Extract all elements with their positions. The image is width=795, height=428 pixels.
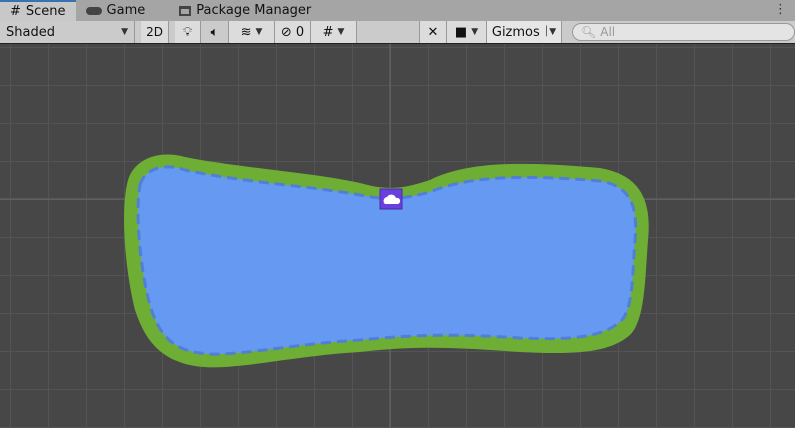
chevron-down-icon: ▼ <box>121 27 128 37</box>
hidden-objects-toggle[interactable]: ⊘ 0 <box>275 21 311 43</box>
chevron-down-icon: ▼ <box>337 27 345 37</box>
grid-snapping-dropdown[interactable]: # ▼ <box>311 21 357 43</box>
effects-dropdown[interactable]: ≋ ▼ <box>229 21 275 43</box>
pond-water <box>136 165 638 356</box>
tools-icon: ✕ <box>427 24 439 40</box>
camera-icon: ■ <box>454 24 468 40</box>
package-icon <box>179 5 192 16</box>
grid-icon: # <box>10 4 21 19</box>
scene-view[interactable] <box>0 44 795 428</box>
search-input[interactable]: 🔍︎ All <box>572 23 795 41</box>
eye-hidden-icon: ⊘ <box>280 24 292 40</box>
speaker-icon: 🔈︎ <box>210 24 219 40</box>
gizmos-dropdown[interactable]: Gizmos │▼ <box>487 21 562 43</box>
tab-package-manager[interactable]: Package Manager <box>169 0 321 21</box>
2d-toggle-button[interactable]: 2D <box>141 21 169 43</box>
tools-button[interactable]: ✕ <box>419 21 447 43</box>
chevron-down-icon: ▼ <box>471 27 479 37</box>
chevron-down-icon: │▼ <box>543 27 557 37</box>
scene-toolbar: Shaded ▼ 2D 💡︎ 🔈︎ ≋ ▼ ⊘ 0 # ▼ ✕ ■ ▼ Gizmos │▼ … <box>0 21 795 44</box>
lightbulb-icon: 💡︎ <box>182 24 193 40</box>
audio-toggle-button[interactable]: 🔈︎ <box>201 21 229 43</box>
scene-canvas <box>0 44 795 428</box>
tab-bar: # Scene Game Package Manager ⋮ <box>0 0 795 21</box>
chevron-down-icon: ▼ <box>255 27 263 37</box>
lighting-toggle-button[interactable]: 💡︎ <box>175 21 201 43</box>
tab-scene[interactable]: # Scene <box>0 0 76 21</box>
search-icon: 🔍︎ <box>581 25 597 39</box>
more-options-icon[interactable]: ⋮ <box>774 2 787 17</box>
gamepad-icon <box>85 6 102 15</box>
cloud-icon <box>383 194 401 204</box>
shading-mode-dropdown[interactable]: Shaded ▼ <box>0 21 135 43</box>
camera-dropdown[interactable]: ■ ▼ <box>447 21 487 43</box>
layers-icon: ≋ <box>240 24 252 40</box>
tab-game[interactable]: Game <box>76 0 156 21</box>
grid-icon: # <box>322 24 334 40</box>
